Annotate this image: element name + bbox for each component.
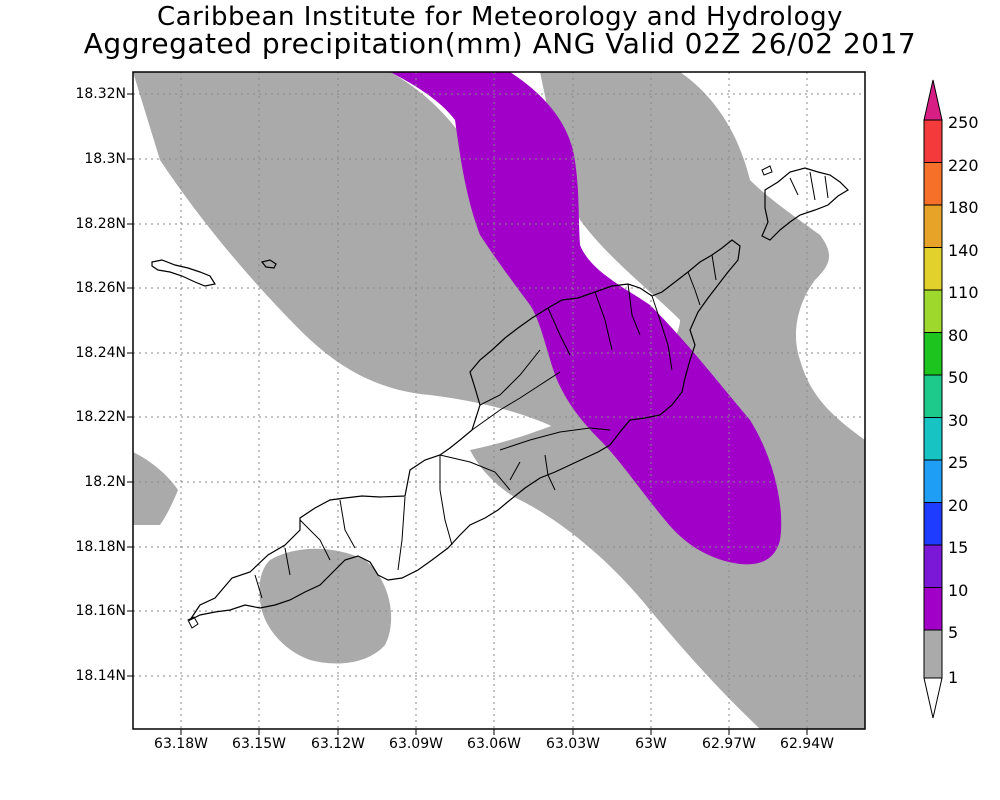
- y-label-18.22N: 18.22N: [75, 409, 126, 425]
- colorbar-swatch-5: [923, 629, 943, 679]
- colorbar-swatch-50: [923, 374, 943, 418]
- scrub-island: [761, 167, 849, 241]
- islet-north: [761, 165, 773, 176]
- colorbar-label-5: 5: [948, 623, 959, 642]
- colorbar-swatch-140: [923, 247, 943, 291]
- colorbar-bottom-arrow: [923, 677, 943, 719]
- colorbar-swatch-250: [923, 119, 943, 163]
- colorbar-label-20: 20: [948, 496, 969, 515]
- title-institute: Caribbean Institute for Meteorology and …: [157, 2, 843, 32]
- colorbar-label-220: 220: [948, 156, 979, 175]
- x-label-63.09W: 63.09W: [389, 736, 443, 752]
- district-boundaries: [254, 254, 717, 599]
- colorbar-swatch-10: [923, 587, 943, 631]
- colorbar-swatch-25: [923, 459, 943, 503]
- y-label-18.28N: 18.28N: [75, 216, 126, 232]
- x-label-63.12W: 63.12W: [311, 736, 365, 752]
- y-label-18.14N: 18.14N: [75, 668, 126, 684]
- x-label-63.03W: 63.03W: [546, 736, 600, 752]
- colorbar-swatch-30: [923, 417, 943, 461]
- islet-southwest: [187, 616, 199, 629]
- colorbar-label-25: 25: [948, 453, 969, 472]
- prickly-pear-cay: [260, 259, 277, 269]
- colorbar-swatch-180: [923, 204, 943, 248]
- x-label-63.06W: 63.06W: [467, 736, 521, 752]
- colorbar-label-50: 50: [948, 368, 969, 387]
- y-label-18.2N: 18.2N: [84, 474, 126, 490]
- precip-area-purple: [390, 72, 782, 565]
- map-frame: [132, 71, 866, 730]
- title-product: Aggregated precipitation(mm) ANG Valid 0…: [83, 27, 917, 60]
- colorbar-label-250: 250: [948, 113, 979, 132]
- colorbar-label-110: 110: [948, 283, 979, 302]
- x-label-63.18W: 63.18W: [154, 736, 208, 752]
- y-label-18.16N: 18.16N: [75, 603, 126, 619]
- colorbar: [923, 79, 943, 719]
- y-label-18.3N: 18.3N: [84, 151, 126, 167]
- y-label-18.26N: 18.26N: [75, 280, 126, 296]
- dog-island: [151, 259, 216, 287]
- colorbar-label-30: 30: [948, 411, 969, 430]
- x-label-63.15W: 63.15W: [232, 736, 286, 752]
- colorbar-label-80: 80: [948, 326, 969, 345]
- y-label-18.24N: 18.24N: [75, 345, 126, 361]
- precip-area-grey-south: [259, 548, 392, 664]
- colorbar-top-arrow: [923, 79, 943, 121]
- x-label-62.97W: 62.97W: [702, 736, 756, 752]
- colorbar-label-180: 180: [948, 198, 979, 217]
- anguilla-coastline: [188, 239, 741, 622]
- gridlines: [133, 72, 865, 729]
- colorbar-swatch-220: [923, 162, 943, 206]
- colorbar-label-1: 1: [948, 668, 959, 687]
- x-label-62.94W: 62.94W: [780, 736, 834, 752]
- x-label-63W: 63W: [635, 736, 667, 752]
- colorbar-swatch-80: [923, 332, 943, 376]
- y-label-18.32N: 18.32N: [75, 86, 126, 102]
- colorbar-label-140: 140: [948, 241, 979, 260]
- axis-ticks: [127, 93, 808, 735]
- y-label-18.18N: 18.18N: [75, 539, 126, 555]
- colorbar-label-10: 10: [948, 581, 969, 600]
- precip-area-grey-main: [133, 72, 865, 729]
- colorbar-swatch-20: [923, 502, 943, 546]
- colorbar-swatch-15: [923, 544, 943, 588]
- colorbar-swatch-110: [923, 289, 943, 333]
- colorbar-label-15: 15: [948, 538, 969, 557]
- scrub-boundaries: [789, 171, 829, 201]
- precip-area-grey-west: [133, 452, 178, 525]
